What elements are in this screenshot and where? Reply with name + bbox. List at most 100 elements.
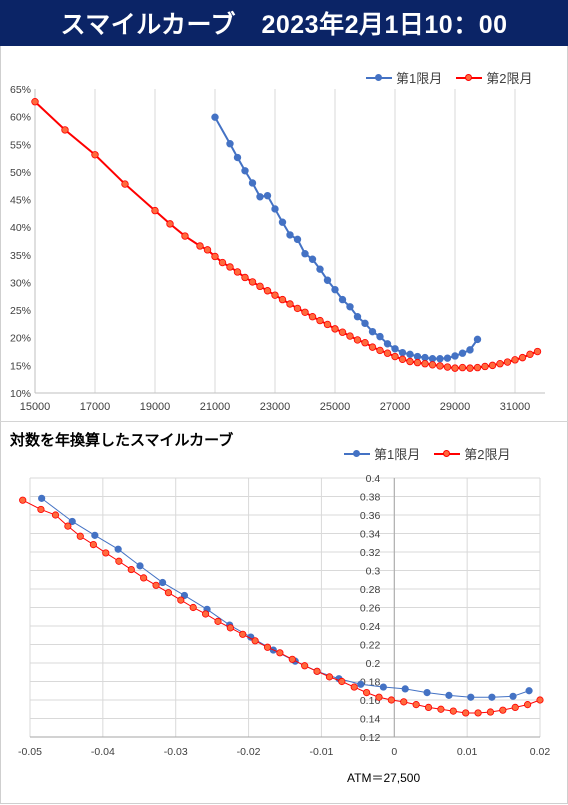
chart1-series2-point [308, 313, 317, 321]
chart1-series1-point [316, 265, 324, 273]
chart1-series2-point [293, 304, 302, 313]
chart1-series1-point [443, 354, 452, 362]
chart1-series2-point [181, 232, 189, 240]
chart2-y-tick-label: 0.18 [360, 677, 381, 689]
chart1-series2-line [34, 100, 538, 370]
chart2-x-tick-label: -0.03 [164, 746, 188, 758]
chart1-y-tick-label: 65% [10, 84, 31, 96]
chart2-series2-point [102, 549, 110, 557]
chart2-series1-point [180, 591, 189, 600]
chart1-y-tick-label: 45% [10, 195, 31, 207]
chart2-series2-point [19, 496, 27, 504]
page-title: スマイルカーブ 2023年2月1日10：00 [60, 11, 508, 39]
chart1-series2-point [451, 364, 459, 372]
chart1-series2-point [233, 268, 242, 276]
chart2-series2-point [226, 624, 234, 632]
chart1-series1-point [241, 167, 249, 175]
chart2-series2-point [424, 703, 433, 711]
chart1-series2-point [496, 360, 504, 368]
chart1-series2-point [376, 346, 384, 355]
chart2-series2-point [325, 673, 334, 681]
chart1-series2-point [533, 347, 542, 356]
legend2-item-series2: 第2限月 [434, 444, 510, 463]
chart1-x-tick-label: 21000 [200, 401, 231, 413]
chart1-x-tick-label: 29000 [440, 401, 471, 413]
chart2-series1-point [136, 562, 144, 570]
chart1-series2-point [338, 328, 347, 336]
chart2-series1-point [68, 517, 76, 526]
chart2-series2-point [152, 581, 160, 589]
chart1-series1-point [248, 179, 257, 187]
legend2-item-series1: 第1限月 [344, 444, 420, 463]
chart2-y-tick-label: 0.16 [360, 695, 381, 707]
chart1-series2-point [263, 287, 272, 295]
chart2-y-tick-label: 0.28 [360, 584, 381, 596]
chart1-series2-point [361, 339, 369, 347]
chart2-series1-point [159, 578, 167, 587]
chart2-series2-point [201, 610, 210, 618]
chart1-series2-point [203, 246, 212, 254]
legend-series1-label: 第1限月 [396, 71, 443, 86]
chart2-series2-point [164, 589, 173, 597]
chart1-series2-point [473, 363, 482, 372]
chart2-series2-point [76, 532, 84, 540]
chart1-series2-point [458, 363, 467, 372]
chart1-series2-point [443, 363, 452, 371]
chart1-series1-point [263, 191, 272, 200]
chart2-y-tick-label: 0.3 [366, 566, 381, 578]
legend-series1-marker [366, 72, 392, 84]
chart2-series2-point [536, 696, 544, 704]
chart2-y-tick-label: 0.14 [360, 714, 381, 726]
chart1-series2-point [436, 362, 444, 370]
chart1-series2-point [398, 355, 407, 363]
chart2-y-tick-label: 0.34 [360, 529, 381, 541]
chart1-series1-point [293, 235, 302, 244]
chart1-series2-point [488, 361, 497, 370]
chart1-series1-line [214, 116, 479, 360]
chart2-series1-point [509, 692, 517, 700]
chart2-x-tick-label: -0.01 [309, 746, 333, 758]
chart1-x-tick-label: 15000 [20, 401, 51, 413]
chart2-series1-point [467, 693, 475, 701]
chart1-series2-point [316, 316, 324, 325]
chart1-series1-point [323, 276, 332, 284]
chart1-series1-point [353, 313, 362, 321]
chart2-series2-point [412, 701, 420, 709]
legend2-series1-label: 第1限月 [374, 447, 421, 462]
chart2-series2-point [301, 662, 309, 670]
chart1-y-tick-label: 40% [10, 222, 31, 234]
chart2-series2-point [338, 677, 346, 686]
chart1-series2-point [481, 362, 489, 371]
chart2-y-tick-label: 0.24 [360, 621, 381, 633]
chart1-series1-point [413, 352, 422, 361]
chart1-series2-point [271, 291, 279, 299]
chart1-y-tick-label: 25% [10, 305, 31, 317]
chart1-series2-point [256, 282, 264, 291]
chart2-x-tick-label: -0.02 [237, 746, 261, 758]
chart1-series1-point [346, 303, 354, 311]
chart2-series2-point [51, 511, 60, 519]
chart2-series2-point [37, 505, 45, 514]
legend2-series2-label: 第2限月 [464, 447, 511, 462]
chart2-x-tick-label: 0 [391, 746, 397, 758]
chart1-series1-point [331, 285, 339, 294]
chart2-x-tick-label: 0.02 [530, 746, 551, 758]
legend-series2-label: 第2限月 [486, 71, 533, 86]
chart1-series2-point [151, 206, 159, 215]
chart1-series1-point [271, 205, 279, 213]
chart1-series2-point [166, 220, 174, 228]
page-title-banner: スマイルカーブ 2023年2月1日10：00 [0, 0, 568, 46]
chart1-series2-point [248, 278, 257, 286]
chart1-series2-point [503, 358, 512, 366]
chart1-series2-point [91, 151, 99, 159]
legend2-series1-marker [344, 448, 370, 460]
chart1-series1-point [466, 346, 474, 354]
chart1-series1-point [436, 355, 444, 363]
chart2-series2-point [263, 643, 272, 651]
chart2-series2-point [140, 574, 148, 582]
chart1-series2-point [61, 126, 69, 134]
chart1-series1-point [376, 332, 384, 341]
chart2-series1-point [38, 494, 46, 502]
chart2-series1-point [445, 691, 453, 699]
chart2-y-tick-label: 0.32 [360, 547, 381, 559]
